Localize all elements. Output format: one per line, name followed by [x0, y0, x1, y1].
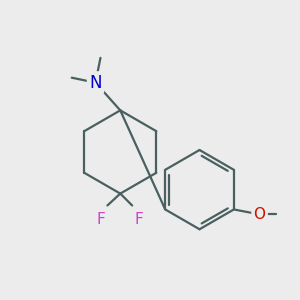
Text: O: O: [254, 207, 266, 222]
Text: N: N: [89, 74, 102, 92]
Text: F: F: [135, 212, 143, 227]
Text: F: F: [96, 212, 105, 227]
